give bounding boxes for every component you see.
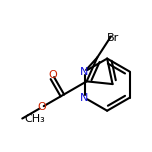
Text: N: N <box>80 93 89 103</box>
Text: O: O <box>37 102 46 112</box>
Text: Br: Br <box>107 33 119 43</box>
Text: CH₃: CH₃ <box>24 114 45 124</box>
Text: N: N <box>80 67 89 77</box>
Text: O: O <box>49 70 57 80</box>
